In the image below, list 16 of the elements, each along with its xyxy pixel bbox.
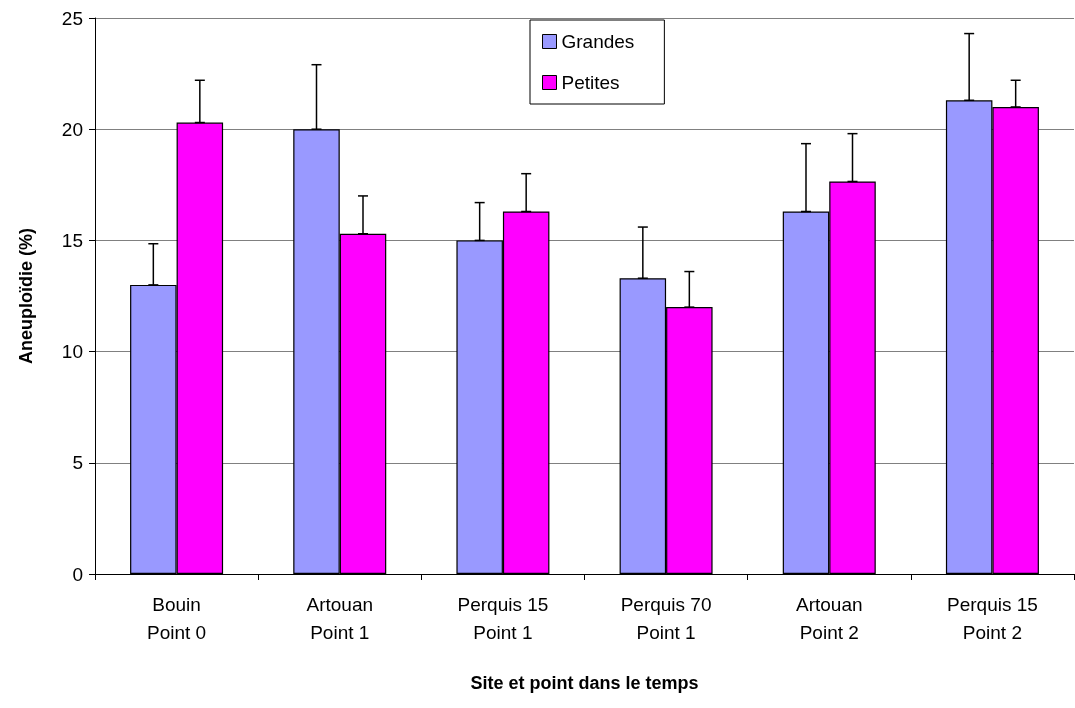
y-axis-title: Aneuploïdie (%): [16, 228, 36, 364]
y-tick-label: 20: [61, 118, 83, 140]
y-tick-label: 10: [61, 341, 83, 363]
x-axis-title: Site et point dans le temps: [470, 673, 699, 693]
y-tick-label: 25: [61, 7, 83, 29]
y-tick-label: 5: [72, 452, 83, 474]
x-tick-label: Artouan Point 1: [306, 593, 374, 643]
legend-label: Grandes: [561, 31, 635, 52]
x-tick-label: Perquis 70 Point 1: [620, 593, 712, 643]
x-tick-label: Bouin Point 0: [147, 593, 207, 643]
x-tick-label: Perquis 15 Point 1: [457, 593, 549, 643]
x-tick-label: Perquis 15 Point 2: [946, 593, 1038, 643]
x-tick-label: Artouan Point 2: [795, 593, 863, 643]
y-tick-label: 15: [61, 229, 83, 251]
y-tick-label: 0: [72, 563, 83, 585]
legend-label: Petites: [561, 72, 620, 93]
